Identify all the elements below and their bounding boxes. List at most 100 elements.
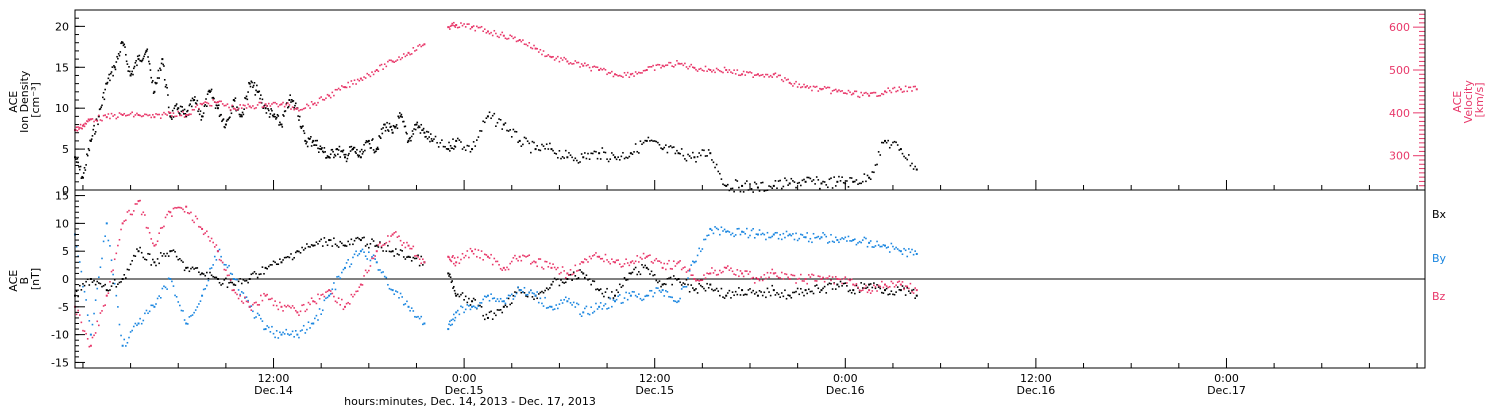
time-tick-label: 0:00 bbox=[452, 372, 477, 385]
by-point bbox=[611, 305, 613, 308]
by-point bbox=[196, 306, 199, 308]
density-point bbox=[109, 79, 111, 82]
bz-point bbox=[359, 283, 362, 286]
velocity-point bbox=[493, 29, 496, 32]
bx-point bbox=[301, 246, 303, 249]
bx-point bbox=[663, 283, 666, 285]
bx-point bbox=[884, 289, 886, 292]
velocity-point bbox=[352, 83, 354, 85]
bx-point bbox=[199, 273, 202, 276]
bx-point bbox=[331, 245, 334, 247]
bz-point bbox=[128, 209, 130, 212]
by-point bbox=[131, 329, 133, 332]
density-point bbox=[387, 130, 390, 132]
velocity-point bbox=[668, 61, 670, 64]
bz-point bbox=[792, 274, 794, 277]
bz-point bbox=[647, 254, 650, 257]
velocity-point bbox=[245, 107, 248, 109]
bz-point bbox=[680, 268, 683, 271]
bx-point bbox=[510, 302, 513, 304]
bz-point bbox=[145, 226, 148, 229]
density-point bbox=[75, 161, 78, 163]
velocity-point bbox=[391, 60, 394, 63]
bz-point bbox=[256, 304, 259, 306]
density-point bbox=[260, 94, 262, 96]
by-point bbox=[665, 289, 667, 292]
bz-point bbox=[185, 205, 188, 208]
by-point bbox=[129, 331, 132, 333]
by-point bbox=[353, 253, 356, 256]
bz-point bbox=[148, 231, 151, 234]
density-point bbox=[614, 156, 616, 159]
bx-point bbox=[545, 287, 548, 289]
by-point bbox=[609, 297, 612, 300]
bz-point bbox=[271, 297, 273, 300]
bz-point bbox=[523, 255, 526, 257]
density-point bbox=[490, 117, 492, 120]
bx-point bbox=[395, 248, 397, 250]
velocity-point bbox=[456, 26, 459, 29]
density-point bbox=[414, 124, 416, 126]
by-point bbox=[680, 288, 683, 290]
velocity-point bbox=[102, 114, 105, 117]
by-point bbox=[669, 296, 672, 298]
bz-point bbox=[399, 239, 402, 242]
velocity-point bbox=[380, 63, 383, 66]
density-point bbox=[154, 81, 157, 84]
bx-point bbox=[699, 284, 702, 287]
by-point bbox=[344, 266, 346, 269]
by-point bbox=[638, 293, 640, 295]
density-point bbox=[692, 151, 694, 154]
by-point bbox=[711, 229, 713, 232]
by-point bbox=[774, 231, 777, 234]
velocity-point bbox=[876, 95, 878, 97]
plasma-frame bbox=[74, 9, 1426, 191]
bx-point bbox=[450, 281, 453, 284]
bx-point bbox=[611, 291, 613, 293]
bx-point bbox=[280, 261, 283, 264]
bx-point bbox=[876, 284, 878, 286]
bx-point bbox=[382, 250, 384, 252]
density-point bbox=[117, 53, 120, 55]
velocity-point bbox=[148, 114, 151, 116]
by-point bbox=[564, 296, 567, 299]
by-point bbox=[820, 236, 823, 239]
bz-point bbox=[580, 261, 583, 263]
density-point bbox=[707, 149, 710, 151]
bx-point bbox=[587, 279, 589, 281]
density-point bbox=[863, 173, 866, 175]
bz-point bbox=[191, 219, 194, 222]
density-point bbox=[544, 147, 546, 150]
density-point bbox=[753, 181, 756, 184]
bz-point bbox=[744, 270, 747, 272]
bz-point bbox=[772, 272, 775, 275]
bx-point bbox=[612, 297, 615, 299]
by-point bbox=[655, 287, 658, 289]
bx-point bbox=[479, 304, 481, 307]
density-point bbox=[372, 149, 375, 151]
velocity-point bbox=[601, 68, 604, 71]
density-point bbox=[537, 149, 540, 151]
velocity-point bbox=[291, 106, 294, 108]
density-point bbox=[137, 58, 140, 61]
density-point bbox=[271, 109, 273, 112]
velocity-point bbox=[242, 104, 245, 106]
bx-point bbox=[758, 290, 761, 292]
by-point bbox=[512, 298, 515, 300]
bx-point bbox=[147, 252, 149, 255]
density-point bbox=[828, 178, 831, 181]
density-point bbox=[688, 155, 691, 157]
velocity-tick-label: 300 bbox=[1389, 150, 1410, 163]
by-point bbox=[885, 247, 888, 249]
velocity-point bbox=[515, 40, 518, 43]
velocity-point bbox=[137, 114, 140, 116]
bx-point bbox=[550, 283, 553, 286]
bz-point bbox=[201, 227, 204, 230]
bx-point bbox=[452, 287, 454, 289]
by-point bbox=[236, 278, 238, 281]
density-point bbox=[454, 146, 457, 148]
by-point bbox=[792, 233, 794, 235]
bz-point bbox=[715, 274, 718, 276]
velocity-point bbox=[560, 57, 562, 59]
velocity-point bbox=[801, 86, 804, 88]
